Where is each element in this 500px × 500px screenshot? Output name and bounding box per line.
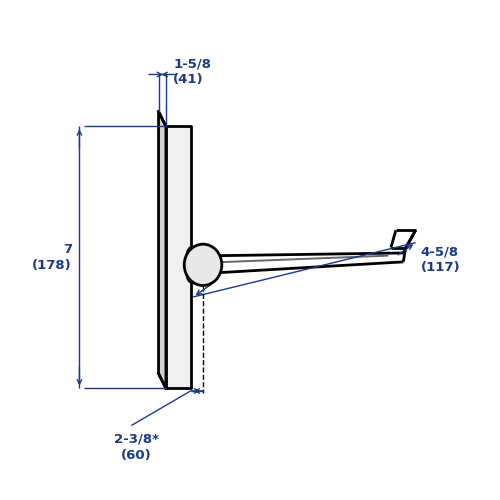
Ellipse shape: [184, 244, 222, 286]
Text: 7
(178): 7 (178): [32, 243, 72, 272]
Polygon shape: [158, 112, 166, 388]
Polygon shape: [166, 126, 190, 388]
Text: 1-5/8
(41): 1-5/8 (41): [174, 58, 212, 86]
Text: 2-3/8*
(60): 2-3/8* (60): [114, 433, 159, 462]
Text: 4-5/8
(117): 4-5/8 (117): [420, 246, 460, 274]
